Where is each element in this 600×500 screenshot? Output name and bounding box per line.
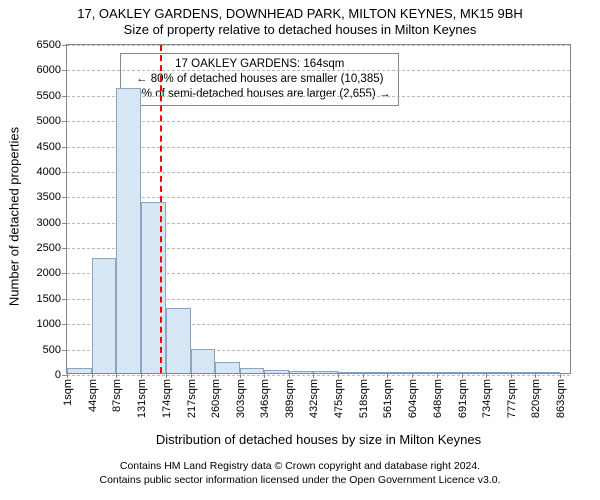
x-tick-label: 777sqm [504,379,518,418]
histogram-bar [191,349,216,373]
histogram-bar [486,372,511,373]
x-tick-mark [240,373,241,378]
x-tick-mark [264,373,265,378]
x-tick-label: 863sqm [553,379,567,418]
y-tick-label: 3500 [37,191,67,203]
grid-line [67,147,570,148]
chart-page: 17, OAKLEY GARDENS, DOWNHEAD PARK, MILTO… [0,0,600,500]
x-tick-mark [141,373,142,378]
y-tick-label: 6500 [37,39,67,51]
histogram-bar [462,372,487,373]
grid-line [67,375,570,376]
x-tick-label: 475sqm [331,379,345,418]
histogram-bar [535,372,560,373]
histogram-bar [437,372,462,373]
y-tick-label: 4000 [37,166,67,178]
grid-line [67,70,570,71]
x-tick-label: 1sqm [60,379,74,406]
x-tick-mark [289,373,290,378]
histogram-bar [240,368,265,373]
grid-line [67,96,570,97]
y-tick-label: 1500 [37,293,67,305]
x-tick-label: 734sqm [479,379,493,418]
histogram-bar [264,370,289,373]
histogram-bar [67,368,92,373]
x-tick-label: 87sqm [109,379,123,412]
footer-line-2: Contains public sector information licen… [0,474,600,488]
histogram-bar [92,258,117,373]
x-tick-label: 518sqm [356,379,370,418]
x-tick-mark [92,373,93,378]
x-tick-label: 44sqm [85,379,99,412]
x-tick-mark [116,373,117,378]
x-tick-mark [166,373,167,378]
titles: 17, OAKLEY GARDENS, DOWNHEAD PARK, MILTO… [0,0,600,39]
histogram-bar [363,372,388,373]
x-tick-label: 691sqm [455,379,469,418]
x-tick-mark [437,373,438,378]
y-tick-label: 500 [43,344,67,356]
histogram-bar [338,372,363,373]
x-tick-mark [67,373,68,378]
x-tick-mark [363,373,364,378]
x-tick-label: 260sqm [208,379,222,418]
x-tick-label: 432sqm [306,379,320,418]
x-tick-label: 217sqm [184,379,198,418]
footer-attribution: Contains HM Land Registry data © Crown c… [0,460,600,487]
histogram-bar [141,202,166,373]
x-tick-label: 820sqm [528,379,542,418]
grid-line [67,45,570,46]
x-tick-label: 303sqm [233,379,247,418]
x-tick-mark [462,373,463,378]
x-tick-mark [412,373,413,378]
footer-line-1: Contains HM Land Registry data © Crown c… [0,460,600,474]
y-tick-label: 6000 [37,64,67,76]
y-tick-label: 5000 [37,115,67,127]
grid-line [67,172,570,173]
page-title-address: 17, OAKLEY GARDENS, DOWNHEAD PARK, MILTO… [0,6,600,22]
x-tick-label: 346sqm [257,379,271,418]
x-tick-mark [511,373,512,378]
histogram-bar [387,372,412,373]
x-tick-label: 561sqm [380,379,394,418]
y-tick-label: 3000 [37,217,67,229]
histogram-bar [289,371,314,373]
y-tick-label: 2500 [37,242,67,254]
histogram-bar [511,372,536,373]
x-tick-mark [486,373,487,378]
y-tick-label: 2000 [37,267,67,279]
y-tick-label: 4500 [37,141,67,153]
histogram-bar [215,362,240,373]
x-tick-label: 648sqm [430,379,444,418]
x-tick-label: 389sqm [282,379,296,418]
x-tick-mark [191,373,192,378]
property-marker-line [160,45,162,373]
x-tick-mark [313,373,314,378]
x-tick-mark [338,373,339,378]
y-tick-label: 5500 [37,90,67,102]
histogram-bar [116,88,141,373]
y-tick-label: 1000 [37,318,67,330]
x-axis-label: Distribution of detached houses by size … [66,432,571,447]
histogram-plot: 17 OAKLEY GARDENS: 164sqm ← 80% of detac… [66,44,571,374]
x-tick-label: 604sqm [405,379,419,418]
histogram-bar [313,371,338,373]
info-box-line-2: ← 80% of detached houses are smaller (10… [129,72,390,87]
x-tick-mark [215,373,216,378]
x-tick-mark [560,373,561,378]
grid-line [67,197,570,198]
histogram-bar [166,308,191,373]
grid-line [67,121,570,122]
x-tick-label: 131sqm [134,379,148,418]
y-axis-label: Number of detached properties [7,52,22,382]
x-tick-label: 174sqm [159,379,173,418]
page-subtitle: Size of property relative to detached ho… [0,22,600,38]
histogram-bar [412,372,437,373]
x-tick-mark [535,373,536,378]
info-box-line-3: 20% of semi-detached houses are larger (… [129,87,390,102]
x-tick-mark [387,373,388,378]
